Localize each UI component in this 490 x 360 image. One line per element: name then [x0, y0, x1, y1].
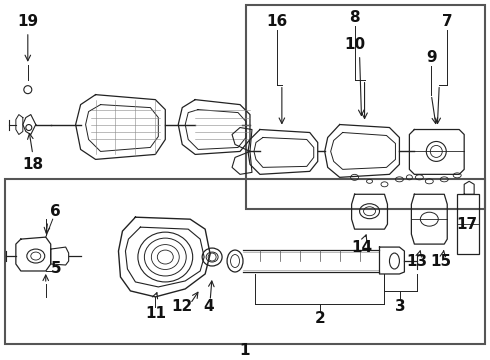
Text: 11: 11 [145, 306, 166, 321]
Text: 6: 6 [50, 204, 61, 219]
Bar [246, 5, 485, 209]
Text: 19: 19 [17, 14, 38, 30]
Text: 5: 5 [50, 261, 61, 276]
Text: 15: 15 [431, 253, 452, 269]
Bar [457, 194, 479, 254]
Text: 18: 18 [22, 157, 43, 172]
Bar [5, 179, 485, 344]
Text: 2: 2 [315, 311, 325, 326]
Text: 3: 3 [395, 300, 406, 314]
Text: 14: 14 [351, 239, 372, 255]
Text: 4: 4 [203, 300, 214, 314]
Text: 1: 1 [240, 343, 250, 358]
Text: 10: 10 [344, 37, 365, 52]
Text: 9: 9 [426, 50, 437, 65]
Text: 16: 16 [266, 14, 288, 30]
Text: 7: 7 [442, 14, 453, 30]
Text: 13: 13 [407, 253, 428, 269]
Text: 12: 12 [172, 300, 193, 314]
Text: 8: 8 [349, 10, 360, 26]
Text: 17: 17 [457, 217, 478, 232]
